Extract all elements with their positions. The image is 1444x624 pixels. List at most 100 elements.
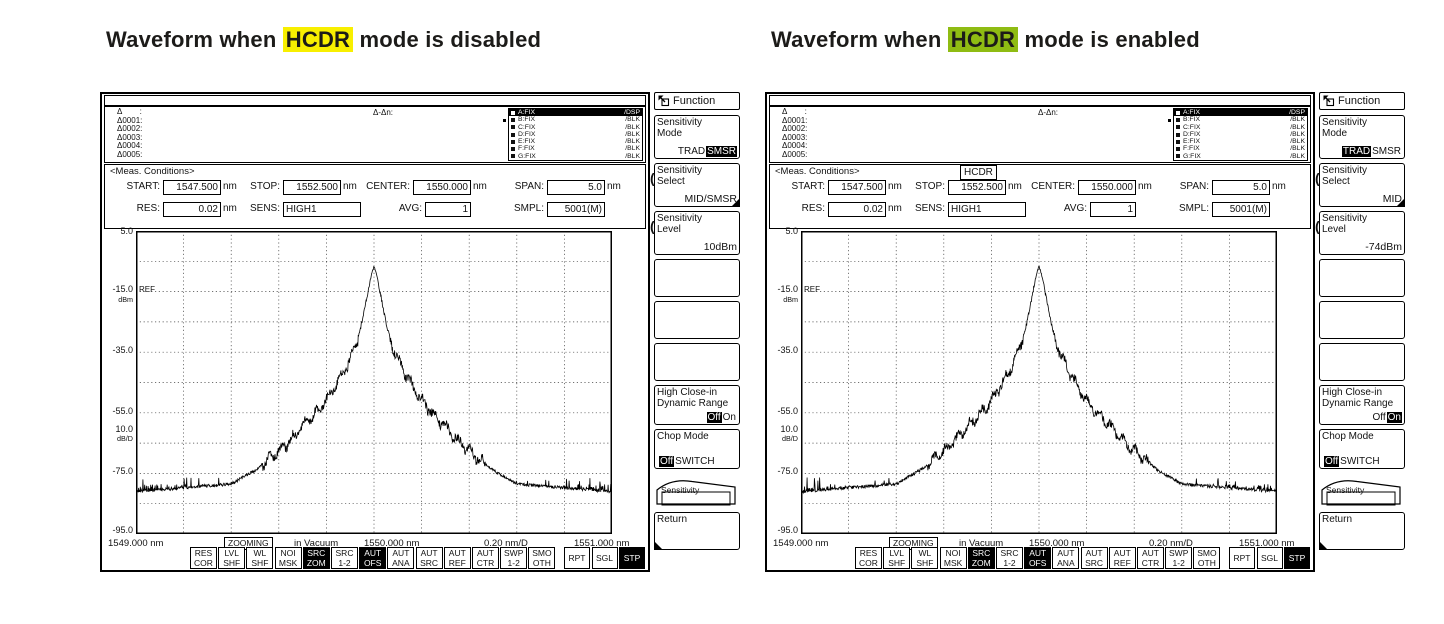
trace-row-f[interactable]: F:FIX/BLK <box>509 145 642 152</box>
softkey-lvl-shf[interactable]: LVL SHF <box>883 547 911 569</box>
softkey-stp[interactable]: STP <box>1284 547 1310 569</box>
softkey-aut-ctr[interactable]: AUT CTR <box>1137 547 1164 569</box>
osa-screen-hcdr-disabled: Δ : Δ0001: Δ0002: Δ0003: Δ0004: Δ0005: Δ-Δn: A:… <box>100 92 742 574</box>
trace-status: /BLK <box>1290 130 1305 138</box>
function-key-blank-3[interactable] <box>654 343 740 381</box>
softkey-label-line2: COR <box>194 557 213 568</box>
softkey-aut-ctr[interactable]: AUT CTR <box>472 547 499 569</box>
trace-row-e[interactable]: E:FIX/BLK <box>509 138 642 145</box>
trace-row-c[interactable]: C:FIX/BLK <box>1174 124 1307 131</box>
function-key-chop-mode[interactable]: Chop Mode Off SWITCH <box>654 429 740 469</box>
function-key-chop-mode[interactable]: Chop Mode Off SWITCH <box>1319 429 1405 469</box>
softkey-aut-ref[interactable]: AUT REF <box>1108 547 1136 569</box>
x-axis-label: 1549.000 nm <box>773 538 829 549</box>
softkey-label-line1: AUT <box>1142 548 1159 558</box>
y-axis-label: dBm <box>118 295 133 304</box>
trace-row-g[interactable]: G:FIX/BLK <box>1174 153 1307 160</box>
trace-status: /BLK <box>625 138 640 146</box>
function-key-high-close-in-dynamic-range[interactable]: High Close-in Dynamic Range Off On <box>1319 385 1405 425</box>
trace-row-b[interactable]: B:FIX/BLK <box>1174 116 1307 123</box>
softkey-rpt[interactable]: RPT <box>564 547 590 569</box>
softkey-aut-ofs[interactable]: AUT OFS <box>359 547 387 569</box>
x-axis-label: in Vacuum <box>959 538 1004 549</box>
trace-legend: A:FIX/DSP B:FIX/BLK C:FIX/BLK D:FIX/BLK E:FI… <box>1168 108 1308 161</box>
ref-level-label: REF <box>139 285 155 294</box>
softkey-wl-shf[interactable]: WL SHF <box>911 547 939 569</box>
softkey-label-line2: REF <box>448 557 466 568</box>
softkey-src-1-2[interactable]: SRC 1-2 <box>331 547 358 569</box>
softkey-label-line1: WL <box>918 548 932 558</box>
trace-row-a[interactable]: A:FIX/DSP <box>1174 109 1307 117</box>
softkey-swp-1-2[interactable]: SWP 1-2 <box>1165 547 1193 569</box>
softkey-aut-ref[interactable]: AUT REF <box>443 547 471 569</box>
softkey-label-line2: OTH <box>1197 557 1216 568</box>
softkey-rpt[interactable]: RPT <box>1229 547 1255 569</box>
softkey-sgl[interactable]: SGL <box>591 547 618 569</box>
softkey-noi-msk[interactable]: NOI MSK <box>274 547 302 569</box>
softkey-noi-msk[interactable]: NOI MSK <box>939 547 967 569</box>
trace-row-c[interactable]: C:FIX/BLK <box>509 124 642 131</box>
softkey-label-line2: REF <box>1113 557 1131 568</box>
function-key-return[interactable]: Return <box>1319 512 1405 550</box>
function-menu: FunctionSensitivityModeTRADSMSRSensitivi… <box>650 92 740 554</box>
function-key-sensitivity-mode[interactable]: Sensitivity Mode TRAD SMSR <box>654 115 740 159</box>
softkey-src-1-2[interactable]: SRC 1-2 <box>996 547 1023 569</box>
softkey-aut-ana[interactable]: AUT ANA <box>1052 547 1080 569</box>
function-key-label: Return <box>1322 514 1353 525</box>
meas-field-value: 1547.500 <box>828 180 886 195</box>
softkey-aut-src[interactable]: AUT SRC <box>415 547 443 569</box>
function-key-high-close-in-dynamic-range[interactable]: High Close-in Dynamic Range Off On <box>654 385 740 425</box>
softkey-label: SGL <box>595 553 613 563</box>
trace-row-f[interactable]: F:FIX/BLK <box>1174 145 1307 152</box>
softkey-swp-1-2[interactable]: SWP 1-2 <box>500 547 528 569</box>
softkey-aut-ana[interactable]: AUT ANA <box>387 547 415 569</box>
function-key-sensitivity-mode[interactable]: Sensitivity Mode TRAD SMSR <box>1319 115 1405 159</box>
softkey-aut-ofs[interactable]: AUT OFS <box>1024 547 1052 569</box>
delta-marker-panel: Δ : Δ0001: Δ0002: Δ0003: Δ0004: Δ0005: Δ-Δn: A:… <box>769 106 1311 163</box>
function-key-value: MID/SMSR <box>684 193 738 205</box>
delta-row-label: Δ0002: <box>782 124 808 134</box>
trace-row-g[interactable]: G:FIX/BLK <box>509 153 642 160</box>
delta-marker-panel: Δ : Δ0001: Δ0002: Δ0003: Δ0004: Δ0005: Δ-Δn: A:… <box>104 106 646 163</box>
trace-name: E:FIX <box>518 138 535 146</box>
softkey-aut-src[interactable]: AUT SRC <box>1080 547 1108 569</box>
function-key-blank-1[interactable] <box>1319 259 1405 297</box>
function-key-return[interactable]: Return <box>654 512 740 550</box>
function-key-label: Chop Mode <box>1322 431 1402 442</box>
state-smsr: SMSR <box>1372 146 1401 157</box>
softkey-src-zom[interactable]: SRC ZOM <box>967 547 995 569</box>
meas-field-value: 5.0 <box>1212 180 1270 195</box>
softkey-res-cor[interactable]: RES COR <box>190 547 217 569</box>
trace-row-e[interactable]: E:FIX/BLK <box>1174 138 1307 145</box>
function-key-blank-2[interactable] <box>654 301 740 339</box>
state-on: On <box>722 412 736 423</box>
softkey-wl-shf[interactable]: WL SHF <box>246 547 274 569</box>
y-axis-label: dBm <box>783 295 798 304</box>
function-key-blank-3[interactable] <box>1319 343 1405 381</box>
trace-row-d[interactable]: D:FIX/BLK <box>509 131 642 138</box>
function-key-blank-2[interactable] <box>1319 301 1405 339</box>
softkey-sgl[interactable]: SGL <box>1256 547 1283 569</box>
softkey-smo-oth[interactable]: SMO OTH <box>1193 547 1221 569</box>
softkey-res-cor[interactable]: RES COR <box>855 547 882 569</box>
sensitivity-tab[interactable]: Sensitivity <box>654 477 740 507</box>
softkey-label-line2: ANA <box>392 557 410 568</box>
sensitivity-tab[interactable]: Sensitivity <box>1319 477 1405 507</box>
trace-row-a[interactable]: A:FIX/DSP <box>509 109 642 117</box>
softkey-src-zom[interactable]: SRC ZOM <box>302 547 330 569</box>
trace-row-b[interactable]: B:FIX/BLK <box>509 116 642 123</box>
softkey-stp[interactable]: STP <box>619 547 645 569</box>
function-key-blank-1[interactable] <box>654 259 740 297</box>
softkey-smo-oth[interactable]: SMO OTH <box>528 547 556 569</box>
softkey-label-line1: RES <box>859 548 878 558</box>
trace-row-d[interactable]: D:FIX/BLK <box>1174 131 1307 138</box>
x-axis-label: 1551.000 nm <box>574 538 630 549</box>
softkey-lvl-shf[interactable]: LVL SHF <box>218 547 246 569</box>
trace-square-icon <box>1176 117 1180 122</box>
